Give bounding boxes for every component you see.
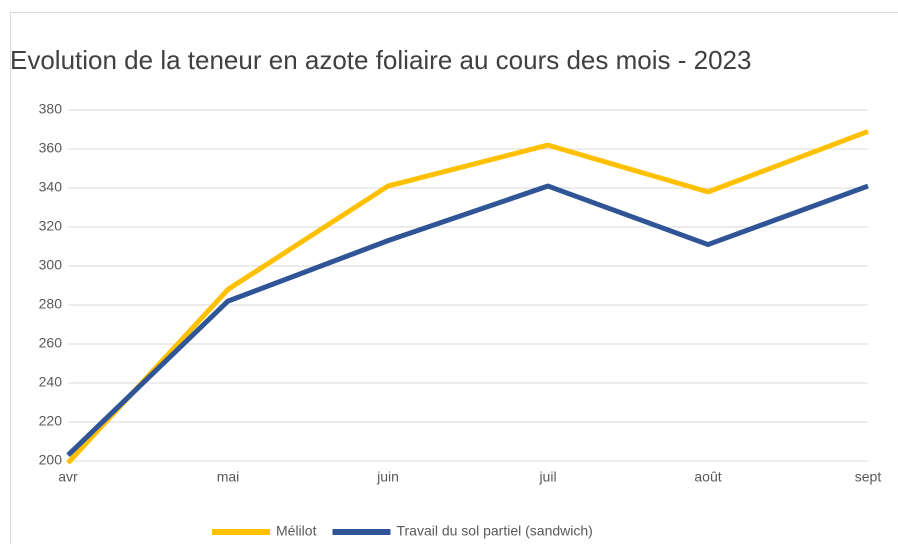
y-tick-label: 220 (39, 413, 63, 429)
y-tick-label: 380 (39, 101, 63, 117)
chart-frame (10, 12, 898, 544)
series-line (66, 183, 869, 457)
legend-label: Travail du sol partiel (sandwich) (396, 523, 592, 539)
x-tick-label: avr (58, 469, 78, 485)
y-tick-label: 240 (39, 374, 63, 390)
y-tick-label: 340 (39, 179, 63, 195)
y-tick-label: 300 (39, 257, 63, 273)
x-tick-label: sept (855, 469, 882, 485)
y-tick-label: 280 (39, 296, 63, 312)
x-tick-label: mai (217, 469, 240, 485)
y-tick-label: 360 (39, 140, 63, 156)
series-line (66, 129, 869, 465)
y-tick-label: 320 (39, 218, 63, 234)
y-tick-label: 200 (39, 452, 63, 468)
chart-title: Evolution de la teneur en azote foliaire… (10, 45, 751, 75)
legend-label: Mélilot (276, 523, 317, 539)
x-tick-label: juil (538, 469, 556, 485)
x-tick-label: juin (376, 469, 399, 485)
x-tick-label: août (694, 469, 721, 485)
y-tick-label: 260 (39, 335, 63, 351)
